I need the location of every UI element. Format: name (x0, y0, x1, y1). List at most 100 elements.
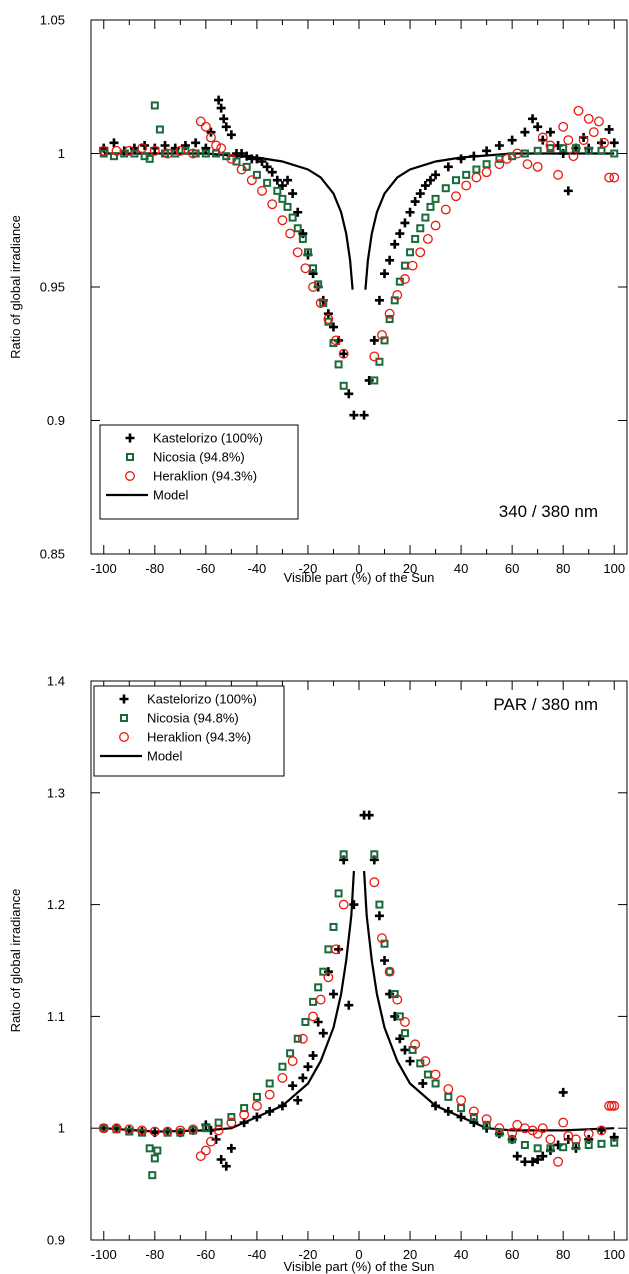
marker-circle (588, 127, 599, 138)
marker-circle (308, 282, 319, 292)
y-tick-label: 0.9 (47, 413, 65, 428)
marker-cross (418, 1078, 428, 1088)
marker-cross (431, 170, 441, 180)
marker-square (339, 381, 348, 390)
marker-circle (277, 1072, 288, 1083)
marker-square (380, 336, 389, 345)
marker-square (314, 983, 323, 992)
marker-square (148, 1171, 157, 1180)
axis-ticks: -100 -80 -60 -40 -20 0 20 40 60 80 100 0.85 0.9 0.95 1… (40, 13, 627, 576)
marker-circle (338, 348, 349, 359)
marker-cross (415, 189, 425, 199)
marker-circle (111, 145, 122, 156)
marker-square (278, 1062, 287, 1071)
panel-label: PAR / 380 nm (493, 695, 598, 714)
marker-cross (221, 122, 231, 132)
marker-circle (563, 135, 574, 146)
marker-circle (596, 1125, 607, 1136)
marker-circle (502, 153, 512, 164)
marker-square (212, 149, 221, 158)
marker-circle (251, 1100, 262, 1111)
marker-square (138, 1128, 147, 1137)
marker-circle (481, 1114, 492, 1125)
marker-circle (188, 148, 199, 159)
x-tick-label: -80 (145, 561, 164, 576)
marker-square (150, 101, 159, 110)
marker-circle (119, 732, 129, 742)
marker-cross (160, 140, 170, 150)
marker-circle (606, 1100, 617, 1111)
marker-square (421, 213, 430, 222)
marker-square (201, 149, 210, 158)
marker-circle (206, 132, 216, 143)
marker-cross (119, 694, 129, 704)
marker-square (370, 850, 379, 859)
marker-circle (553, 169, 564, 180)
marker-square (214, 1118, 223, 1127)
marker-circle (98, 1123, 109, 1134)
data-points (98, 810, 620, 1180)
legend-entry-label: Model (153, 488, 189, 503)
marker-circle (175, 145, 186, 156)
marker-circle (461, 180, 472, 191)
y-tick-label: 1.4 (47, 674, 65, 689)
x-tick-label: 100 (603, 561, 625, 576)
marker-cross (359, 410, 369, 420)
marker-square (597, 146, 606, 155)
y-tick-label: 1.1 (47, 1009, 65, 1024)
marker-square (411, 234, 420, 243)
legend-entry-label: Nicosia (94.8%) (147, 711, 239, 726)
x-tick-label: 40 (454, 561, 468, 576)
marker-circle (392, 290, 403, 300)
marker-cross (328, 989, 338, 999)
marker-circle (162, 148, 173, 159)
marker-cross (563, 186, 573, 196)
marker-circle (195, 1151, 206, 1162)
marker-circle (481, 167, 492, 178)
marker-cross (237, 149, 247, 158)
x-tick-label: -20 (299, 561, 318, 576)
marker-cross (395, 229, 405, 239)
marker-cross (410, 197, 420, 207)
marker-circle (545, 140, 556, 151)
marker-square (283, 202, 292, 211)
marker-square (390, 990, 399, 999)
marker-square (329, 339, 338, 348)
marker-square (375, 357, 384, 366)
marker-circle (545, 1134, 556, 1145)
legend: Kastelorizo (100%) Nicosia (94.8%) Herakli… (93, 685, 285, 777)
marker-circle (257, 185, 267, 196)
data-points (98, 95, 620, 420)
marker-circle (308, 1011, 319, 1022)
marker-square (408, 1045, 417, 1054)
marker-square (303, 248, 312, 257)
marker-cross (349, 410, 359, 420)
marker-square (495, 1128, 504, 1137)
marker-circle (287, 1056, 298, 1067)
marker-cross (405, 1056, 415, 1066)
marker-square (99, 1124, 108, 1133)
marker-cross (191, 138, 201, 148)
marker-cross (288, 189, 298, 199)
marker-cross (364, 810, 374, 820)
marker-square (610, 149, 619, 158)
x-tick-label: -20 (299, 1247, 318, 1262)
legend-entry-label: Nicosia (94.8%) (153, 450, 245, 465)
marker-circle (200, 1145, 211, 1156)
marker-cross (405, 207, 415, 217)
marker-circle (430, 220, 441, 231)
marker-circle (399, 274, 410, 284)
marker-circle (292, 247, 303, 258)
marker-cross (252, 1112, 262, 1122)
marker-square (126, 453, 134, 461)
legend-entry-label: Heraklion (94.3%) (153, 469, 257, 484)
marker-circle (297, 1033, 308, 1044)
marker-circle (451, 191, 461, 202)
marker-square (109, 152, 118, 161)
marker-cross (344, 1000, 354, 1010)
marker-circle (111, 1123, 122, 1134)
marker-circle (456, 1095, 467, 1106)
marker-cross (109, 138, 119, 148)
marker-circle (323, 314, 334, 324)
